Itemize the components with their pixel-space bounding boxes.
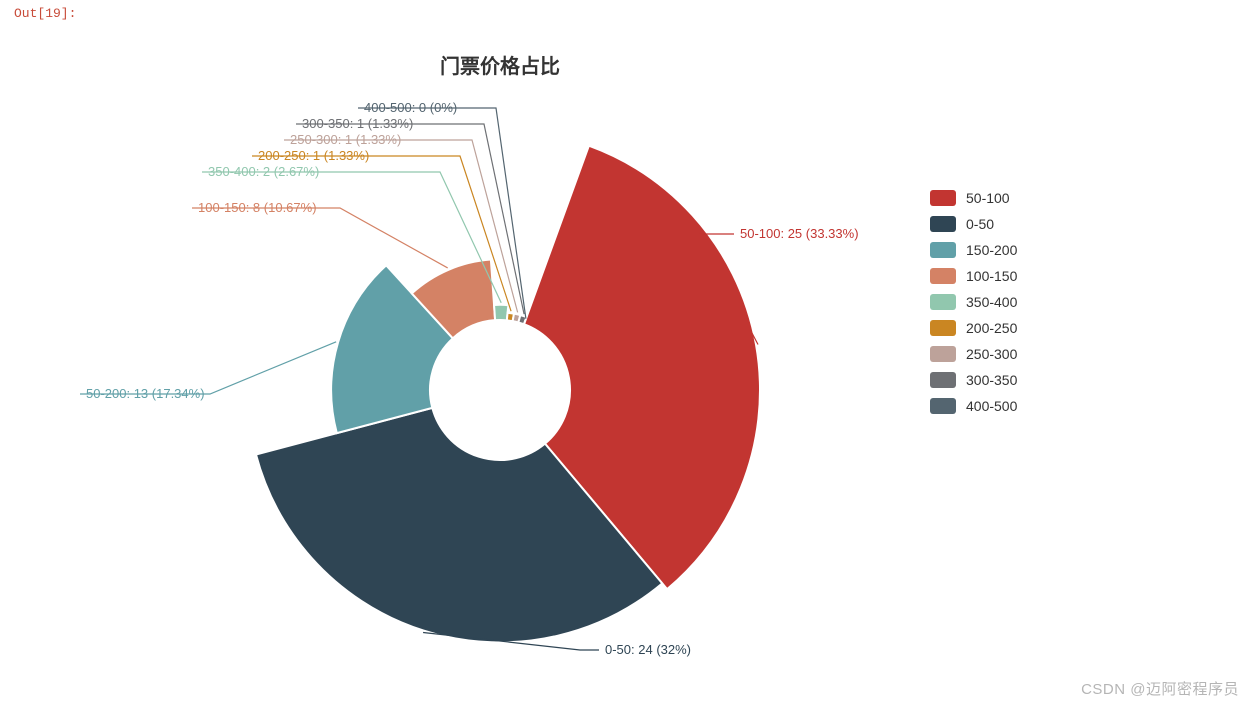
legend-item[interactable]: 150-200 [930, 242, 1017, 258]
slice-label: 200-250: 1 (1.33%) [258, 148, 369, 163]
legend-label: 100-150 [966, 268, 1017, 284]
legend-label: 300-350 [966, 372, 1017, 388]
donut-hole [430, 320, 570, 460]
slice-label: 100-150: 8 (10.67%) [198, 200, 317, 215]
legend-item[interactable]: 200-250 [930, 320, 1017, 336]
legend-swatch [930, 372, 956, 388]
legend-item[interactable]: 250-300 [930, 346, 1017, 362]
legend-swatch [930, 242, 956, 258]
legend-item[interactable]: 300-350 [930, 372, 1017, 388]
rose-pie-chart: 50-100: 25 (33.33%) 0-50: 24 (32%) 50-200:… [0, 0, 1000, 725]
pie-slice[interactable] [524, 321, 525, 325]
legend-swatch [930, 216, 956, 232]
legend-label: 250-300 [966, 346, 1017, 362]
legend-label: 350-400 [966, 294, 1017, 310]
slice-label: 250-300: 1 (1.33%) [290, 132, 401, 147]
legend-label: 200-250 [966, 320, 1017, 336]
legend-label: 50-100 [966, 190, 1010, 206]
legend-item[interactable]: 350-400 [930, 294, 1017, 310]
watermark-text: CSDN @迈阿密程序员 [1081, 678, 1239, 699]
slice-label: 400-500: 0 (0%) [364, 100, 457, 115]
legend-swatch [930, 268, 956, 284]
legend-swatch [930, 190, 956, 206]
legend-item[interactable]: 400-500 [930, 398, 1017, 414]
slice-label: 0-50: 24 (32%) [605, 642, 691, 657]
chart-legend: 50-100 0-50 150-200 100-150 350-400 200-250 25… [930, 190, 1017, 424]
slice-label: 300-350: 1 (1.33%) [302, 116, 413, 131]
legend-item[interactable]: 50-100 [930, 190, 1017, 206]
legend-label: 400-500 [966, 398, 1017, 414]
legend-item[interactable]: 100-150 [930, 268, 1017, 284]
legend-swatch [930, 320, 956, 336]
slice-label: 50-200: 13 (17.34%) [86, 386, 205, 401]
label-leader-line [192, 208, 448, 268]
legend-label: 150-200 [966, 242, 1017, 258]
legend-label: 0-50 [966, 216, 994, 232]
slice-label: 350-400: 2 (2.67%) [208, 164, 319, 179]
legend-swatch [930, 294, 956, 310]
legend-item[interactable]: 0-50 [930, 216, 1017, 232]
legend-swatch [930, 398, 956, 414]
slice-label: 50-100: 25 (33.33%) [740, 226, 859, 241]
legend-swatch [930, 346, 956, 362]
